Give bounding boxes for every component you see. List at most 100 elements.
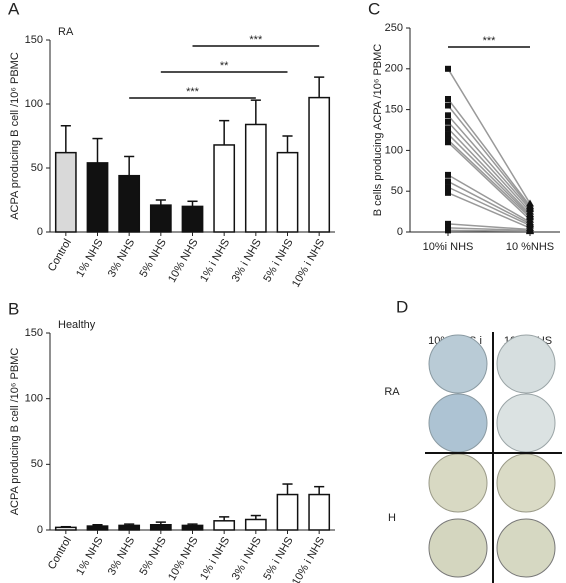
y-tick-label: 100 — [25, 98, 43, 110]
well — [428, 518, 488, 578]
y-tick-label: 50 — [31, 458, 43, 470]
marker — [445, 112, 451, 119]
x-tick-label: 10%i NHS — [423, 241, 474, 253]
pair-line — [447, 105, 531, 208]
pair-line — [447, 229, 531, 232]
well — [428, 393, 488, 453]
x-tick-label: 1% i NHS — [198, 535, 232, 582]
x-tick-label: 5% i NHS — [261, 237, 295, 284]
x-tick-label: 10 %NHS — [506, 241, 554, 253]
x-tick-label: Control — [46, 535, 74, 572]
bar — [213, 144, 236, 233]
pair-line — [447, 98, 531, 207]
y-tick-label: 100 — [385, 144, 403, 156]
marker — [445, 131, 451, 138]
marker — [526, 227, 534, 235]
marker — [445, 178, 451, 185]
marker — [445, 118, 451, 125]
panel-letter: C — [368, 0, 380, 18]
marker — [445, 102, 451, 109]
pair-line — [447, 223, 531, 231]
well — [496, 393, 556, 453]
bar — [86, 162, 109, 233]
panel-d: D 10% NHS i 10% NHS RA H — [384, 297, 562, 583]
bar — [276, 151, 299, 233]
marker — [445, 189, 451, 196]
subtitle: RA — [58, 26, 74, 38]
bar — [308, 493, 331, 531]
pair-line — [447, 180, 531, 225]
x-tick-label: 1% i NHS — [198, 237, 232, 284]
bar — [244, 123, 267, 233]
x-tick-label: 10% i NHS — [290, 535, 327, 583]
bar — [118, 524, 141, 531]
bar — [149, 204, 172, 233]
y-tick-label: 100 — [25, 393, 43, 405]
bar — [244, 518, 267, 531]
y-tick-label: 50 — [391, 185, 403, 197]
y-tick-label: 250 — [385, 22, 403, 34]
bar — [149, 523, 172, 531]
marker — [445, 125, 451, 132]
y-tick-label: 50 — [31, 162, 43, 174]
marker — [445, 95, 451, 102]
marker — [445, 171, 451, 178]
bar — [276, 493, 299, 531]
x-tick-label: 3% i NHS — [230, 535, 264, 582]
well — [496, 334, 556, 394]
y-axis-label: B cells producing ACPA /10⁶ PBMC — [372, 44, 384, 217]
x-tick-label: 5% i NHS — [261, 535, 295, 582]
x-tick-label: 3% i NHS — [230, 237, 264, 284]
marker — [445, 220, 451, 227]
pair-line — [447, 227, 531, 232]
bar — [213, 520, 236, 531]
y-tick-label: 150 — [25, 34, 43, 46]
x-tick-label: 5% NHS — [137, 237, 168, 280]
y-tick-label: 200 — [385, 63, 403, 75]
x-tick-label: 5% NHS — [137, 535, 168, 578]
significance-label: *** — [186, 86, 200, 98]
bar — [118, 174, 141, 233]
x-tick-label: 3% NHS — [106, 535, 137, 578]
y-axis-label: ACPA producing B cell /10⁶ PBMC — [9, 348, 21, 516]
pair-line — [447, 141, 531, 221]
row-label: H — [388, 512, 396, 524]
panel-letter: D — [396, 297, 408, 316]
pair-line — [447, 192, 531, 229]
subtitle: Healthy — [58, 319, 96, 331]
y-tick-label: 150 — [385, 104, 403, 116]
well — [428, 334, 488, 394]
y-tick-label: 0 — [37, 226, 43, 238]
pair-line — [447, 139, 531, 218]
bar — [181, 205, 204, 233]
significance-label: ** — [220, 60, 229, 72]
pair-line — [447, 114, 531, 210]
y-tick-label: 150 — [25, 327, 43, 339]
well — [428, 453, 488, 513]
marker — [445, 139, 451, 146]
bar — [308, 96, 331, 233]
pair-line — [447, 68, 531, 204]
bar — [181, 524, 204, 531]
pair-line — [447, 174, 531, 223]
pair-line — [447, 186, 531, 227]
panel-letter: B — [8, 299, 19, 318]
significance-label: *** — [249, 34, 263, 46]
pair-line — [447, 121, 531, 213]
marker — [445, 65, 451, 72]
x-tick-label: 3% NHS — [106, 237, 137, 280]
pair-line — [447, 127, 531, 215]
bar — [54, 151, 77, 233]
significance-label: *** — [483, 35, 497, 47]
panel-letter: A — [8, 0, 20, 18]
well — [496, 453, 556, 513]
well — [496, 518, 556, 578]
y-tick-label: 0 — [397, 226, 403, 238]
row-label: RA — [384, 386, 400, 398]
x-tick-label: 10% NHS — [166, 535, 201, 583]
y-axis-label: ACPA producing B cell /10⁶ PBMC — [9, 52, 21, 220]
y-tick-label: 0 — [37, 524, 43, 536]
marker — [445, 184, 451, 191]
x-tick-label: 1% NHS — [74, 535, 105, 578]
pair-line — [447, 133, 531, 217]
